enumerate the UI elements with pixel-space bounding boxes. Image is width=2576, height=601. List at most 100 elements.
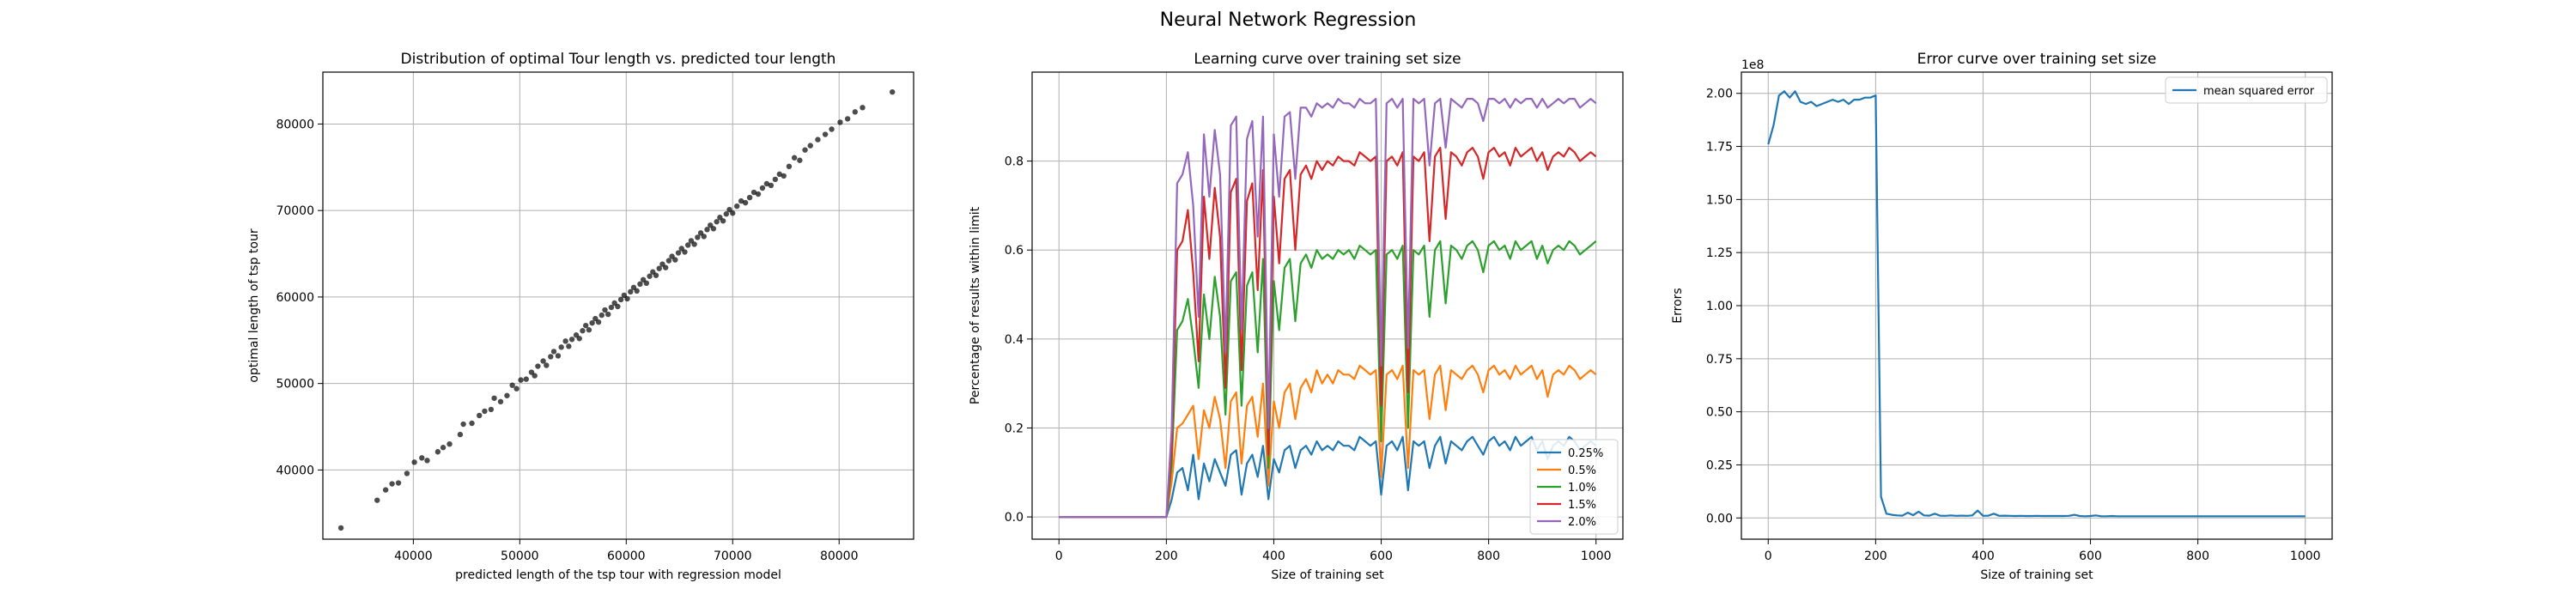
chart-0-point xyxy=(637,281,643,288)
chart-2-xtick-label: 400 xyxy=(1971,549,1995,563)
chart-0-point xyxy=(797,157,803,163)
chart-0-point xyxy=(488,406,495,413)
chart-2-ylabel: Errors xyxy=(1671,288,1685,323)
chart-0-point xyxy=(662,264,669,270)
chart-1-xlabel: Size of training set xyxy=(1271,568,1384,582)
chart-0-point xyxy=(815,137,821,143)
chart-0-point xyxy=(656,265,662,271)
chart-0-point xyxy=(592,315,598,322)
chart-0-point xyxy=(781,173,787,179)
chart-1-legend-box xyxy=(1529,439,1619,535)
chart-0-point xyxy=(576,336,582,342)
chart-1-ylabel: Percentage of results within limit xyxy=(969,206,982,404)
chart-0-point xyxy=(374,497,380,503)
chart-1-ytick-label: 0.8 xyxy=(1005,155,1024,169)
chart-2-ytick-label: 0.75 xyxy=(1706,353,1733,367)
chart-0-point xyxy=(647,273,653,279)
chart-0-point xyxy=(477,412,483,419)
chart-0-xtick-label: 50000 xyxy=(501,549,539,563)
chart-0-point xyxy=(714,219,720,225)
chart-0-point xyxy=(822,131,829,137)
chart-1-xtick-label: 0 xyxy=(1055,549,1063,563)
chart-0-point xyxy=(482,408,488,415)
chart-2-xtick-label: 800 xyxy=(2186,549,2209,563)
chart-0-point xyxy=(460,421,466,428)
chart-0-point xyxy=(746,194,753,201)
chart-0-title: Distribution of optimal Tour length vs. … xyxy=(401,51,836,68)
chart-0-point xyxy=(624,295,630,302)
error-curve-panel: 0 200 400 600 800 1000 0.00 0.25 0.50 0.75 1.00 1.2… xyxy=(1671,51,2333,582)
chart-0-point xyxy=(602,307,608,313)
chart-2-ytick-label: 0.50 xyxy=(1706,406,1733,420)
chart-2-xtick-label: 600 xyxy=(2079,549,2102,563)
chart-0-point xyxy=(573,332,580,338)
learning-curve-panel: 0 200 400 600 800 1000 0.0 0.2 0.4 0.6 0.8 Learning… xyxy=(969,51,1624,582)
chart-0-point xyxy=(723,211,730,217)
chart-0-point xyxy=(544,362,550,368)
chart-0-ytick-label: 80000 xyxy=(276,118,314,131)
chart-0-point xyxy=(734,203,740,209)
chart-1-ytick-label: 0.4 xyxy=(1005,333,1024,347)
chart-1-legend-label: 1.0% xyxy=(1568,482,1596,495)
chart-0-point xyxy=(598,312,605,319)
chart-0-point xyxy=(528,369,535,375)
chart-1-xtick-label: 400 xyxy=(1262,549,1285,563)
chart-0-point xyxy=(697,230,704,236)
chart-0-point xyxy=(691,241,697,247)
chart-2-series-line xyxy=(1767,90,2306,518)
chart-0-point xyxy=(562,338,568,344)
chart-1-xtick-label: 1000 xyxy=(1581,549,1612,563)
chart-0-point xyxy=(513,385,519,392)
chart-0-point xyxy=(720,218,726,224)
chart-2-offset-label: 1e8 xyxy=(1741,58,1764,72)
chart-0-xlabel: predicted length of the tsp tour with re… xyxy=(455,568,781,582)
chart-1-xtick-label: 600 xyxy=(1370,549,1393,563)
chart-1-axes-frame xyxy=(1031,71,1624,540)
chart-0-point xyxy=(389,481,395,487)
chart-0-point xyxy=(807,143,813,149)
chart-1-xtick-label: 200 xyxy=(1155,549,1178,563)
chart-0-point xyxy=(540,358,546,364)
chart-0-point xyxy=(759,185,766,191)
chart-0-point xyxy=(395,480,402,486)
chart-0-point xyxy=(586,327,592,333)
chart-0-point xyxy=(726,206,732,213)
chart-0-point xyxy=(589,319,595,326)
chart-0-point xyxy=(682,249,688,255)
chart-0-point xyxy=(695,234,701,240)
chart-0-point xyxy=(469,420,475,427)
chart-0-point xyxy=(523,376,529,382)
chart-0-point xyxy=(434,449,441,455)
chart-2-legend-box xyxy=(2165,76,2328,104)
chart-0-point xyxy=(568,337,575,343)
chart-2-legend-label: mean squared error xyxy=(2203,85,2315,98)
chart-0-point xyxy=(630,284,637,291)
chart-0-point xyxy=(860,105,866,111)
chart-1-ytick-label: 0.2 xyxy=(1005,422,1024,435)
chart-0-point xyxy=(605,311,611,318)
chart-0-point xyxy=(708,222,714,228)
chart-1-ytick-label: 0.0 xyxy=(1005,511,1024,525)
chart-0-point xyxy=(852,109,859,115)
chart-2-ytick-label: 1.00 xyxy=(1706,300,1733,313)
chart-2-ytick-label: 0.25 xyxy=(1706,458,1733,472)
chart-0-point xyxy=(750,189,757,196)
chart-2-ytick-label: 0.00 xyxy=(1706,512,1733,525)
chart-0-point xyxy=(704,227,710,233)
chart-0-point xyxy=(411,459,417,465)
chart-1-legend-label: 1.5% xyxy=(1568,499,1596,512)
figure-suptitle: Neural Network Regression xyxy=(1160,9,1417,31)
chart-1-xtick-label: 800 xyxy=(1477,549,1500,563)
chart-0-point xyxy=(640,276,647,282)
chart-1-legend-label: 0.5% xyxy=(1568,464,1596,477)
chart-0-point xyxy=(653,272,659,278)
chart-0-point xyxy=(558,344,564,350)
chart-0-point xyxy=(615,303,621,310)
chart-0-point xyxy=(672,257,678,263)
chart-0-point xyxy=(710,226,717,232)
chart-0-ytick-label: 60000 xyxy=(276,291,314,305)
chart-0-point xyxy=(497,398,504,405)
chart-0-point xyxy=(532,373,538,379)
chart-0-point xyxy=(504,392,510,398)
chart-2-title: Error curve over training set size xyxy=(1917,51,2157,68)
